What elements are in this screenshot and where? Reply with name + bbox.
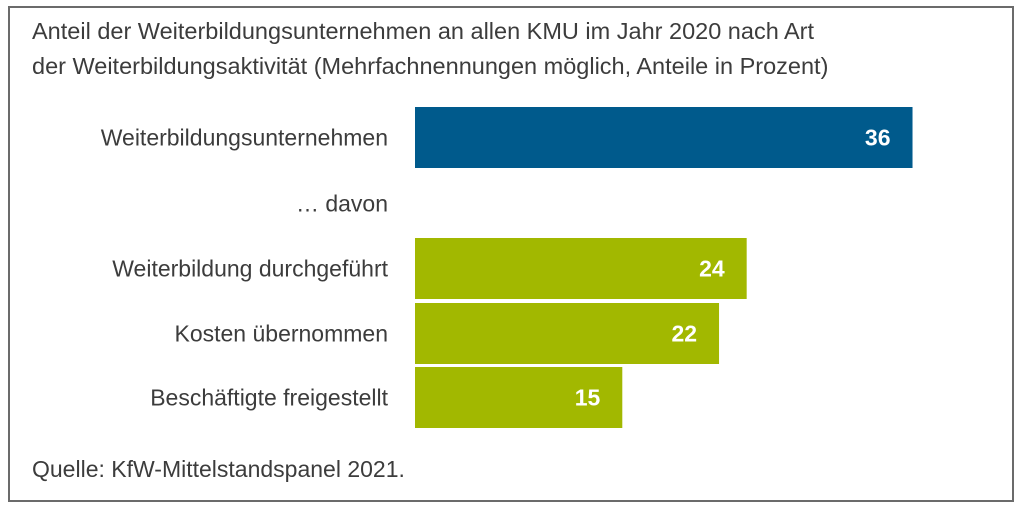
value-label: 22 [671, 321, 697, 347]
category-label: Kosten übernommen [174, 321, 388, 347]
category-label: Weiterbildungsunternehmen [101, 125, 388, 151]
value-label: 36 [865, 125, 891, 151]
bar [415, 367, 623, 428]
chart-title-line-1: Anteil der Weiterbildungsunternehmen an … [32, 18, 815, 44]
category-label: Weiterbildung durchgeführt [112, 256, 388, 282]
value-label: 24 [699, 256, 725, 282]
bar [415, 303, 720, 364]
chart-source: Quelle: KfW-Mittelstandspanel 2021. [32, 456, 405, 482]
chart-title: Anteil der Weiterbildungsunternehmen an … [32, 14, 992, 84]
category-label: Beschäftigte freigestellt [150, 385, 388, 411]
chart-title-line-2: der Weiterbildungsaktivität (Mehrfachnen… [32, 53, 829, 79]
bar [415, 107, 913, 168]
value-label: 15 [575, 385, 601, 411]
bar [415, 238, 747, 299]
category-label: … davon [296, 191, 388, 217]
